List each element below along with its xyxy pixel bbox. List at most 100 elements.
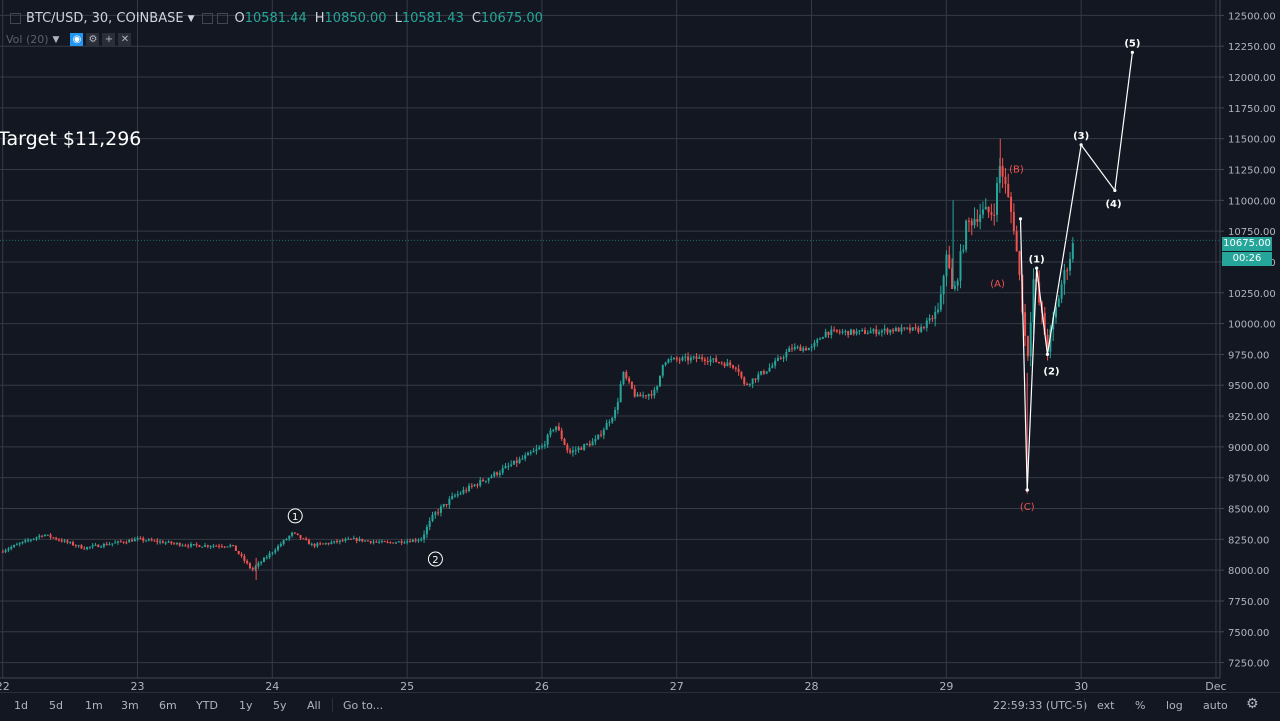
candle-body [111,543,114,545]
timeframe-6m[interactable]: 6m [159,699,177,712]
candle-body [824,331,827,338]
candle-body [299,535,302,539]
candle-body [91,545,94,547]
candle-body [636,394,639,397]
settings-gear-icon[interactable]: ⚙ [1246,696,1259,712]
candle-body [788,348,791,352]
candle-body [156,540,159,543]
candle-body [159,541,162,543]
percent-toggle[interactable]: % [1135,699,1146,712]
close-icon[interactable]: ✕ [118,33,132,46]
bottom-toolbar: 1d 5d 1m 3m 6m YTD 1y 5y All Go to... 22… [0,692,1280,718]
candle-body [709,359,712,362]
candle-body [226,546,229,548]
candle-body [324,543,327,545]
timeframe-1m[interactable]: 1m [85,699,103,712]
candle-body [703,359,706,362]
timeframe-3m[interactable]: 3m [121,699,139,712]
candle-body [939,294,942,310]
clock[interactable]: 22:59:33 (UTC-5) [993,699,1088,712]
caret-down-icon[interactable]: ▼ [187,13,195,24]
candle-body [170,541,173,544]
candle-body [254,566,257,570]
timeframe-1y[interactable]: 1y [239,699,253,712]
gear-icon[interactable]: ⚙ [86,33,100,46]
candle-body [38,535,41,538]
candle-body [437,512,440,514]
candle-body [538,447,541,450]
candle-body [796,346,799,348]
log-toggle[interactable]: log [1166,699,1183,712]
timeframe-5d[interactable]: 5d [49,699,63,712]
wave-point [1113,188,1117,193]
candle-body [630,381,633,389]
candle-body [268,553,271,558]
candle-body [510,464,513,466]
wave-circle-marker [427,551,443,567]
timeframe-5y[interactable]: 5y [273,699,287,712]
candle-body [776,358,779,361]
candle-body [684,356,687,358]
auto-toggle[interactable]: auto [1203,699,1228,712]
candle-body [942,276,945,295]
settings-mini-icon[interactable] [217,13,229,24]
candle-body [4,550,7,553]
candle-body [291,532,294,536]
plus-icon[interactable]: + [102,33,116,46]
candle-body [762,371,765,374]
candle-body [260,562,263,564]
ext-toggle[interactable]: ext [1097,699,1115,712]
y-tick-label: 9750.00 [1228,350,1269,361]
candle-body [678,359,681,361]
symbol-name[interactable]: BTC/USD, 30, COINBASE [26,11,184,26]
candle-body [417,540,420,542]
candle-body [319,543,322,545]
candle-body [611,417,614,423]
volume-label[interactable]: Vol (20) [6,33,49,46]
candle-body [1015,231,1018,252]
timeframe-1d[interactable]: 1d [14,699,28,712]
candle-body [296,533,299,536]
candle-body [569,450,572,453]
candle-body [914,327,917,329]
candle-body [119,541,122,543]
candle-body [465,490,468,492]
toolbar-divider [1084,698,1085,712]
candle-body [790,348,793,350]
candle-body [864,330,867,334]
candle-body [442,504,445,507]
candle-body [72,542,75,546]
candle-body [246,560,249,564]
candle-body [734,367,737,369]
candle-body [364,540,367,542]
hide-icon[interactable] [202,13,214,24]
candle-body [327,543,330,545]
candle-body [248,563,251,569]
candle-body [97,544,100,548]
candle-body [765,371,768,374]
candle-body [866,333,869,335]
candle-body [911,327,914,331]
candle-body [114,542,117,544]
eye-icon[interactable]: ◉ [70,33,84,46]
candle-body [350,538,353,540]
timeframe-ytd[interactable]: YTD [196,699,218,712]
candle-body [692,356,695,358]
candle-body [189,544,192,547]
goto-button[interactable]: Go to... [343,699,384,712]
candle-body [355,538,358,542]
y-tick-label: 11500.00 [1228,135,1276,146]
candle-body [198,545,201,547]
wave-line-abc-correction [1019,218,1028,491]
wave-label: 2 [432,555,438,566]
wave-point [1025,488,1029,492]
timeframe-all[interactable]: All [307,699,321,712]
candle-body [658,375,661,387]
candle-body [605,423,608,430]
volume-caret-down-icon[interactable]: ▼ [52,34,60,45]
candle-body [642,395,645,397]
collapse-icon[interactable] [10,13,21,24]
y-tick-label: 11000.00 [1228,196,1276,207]
